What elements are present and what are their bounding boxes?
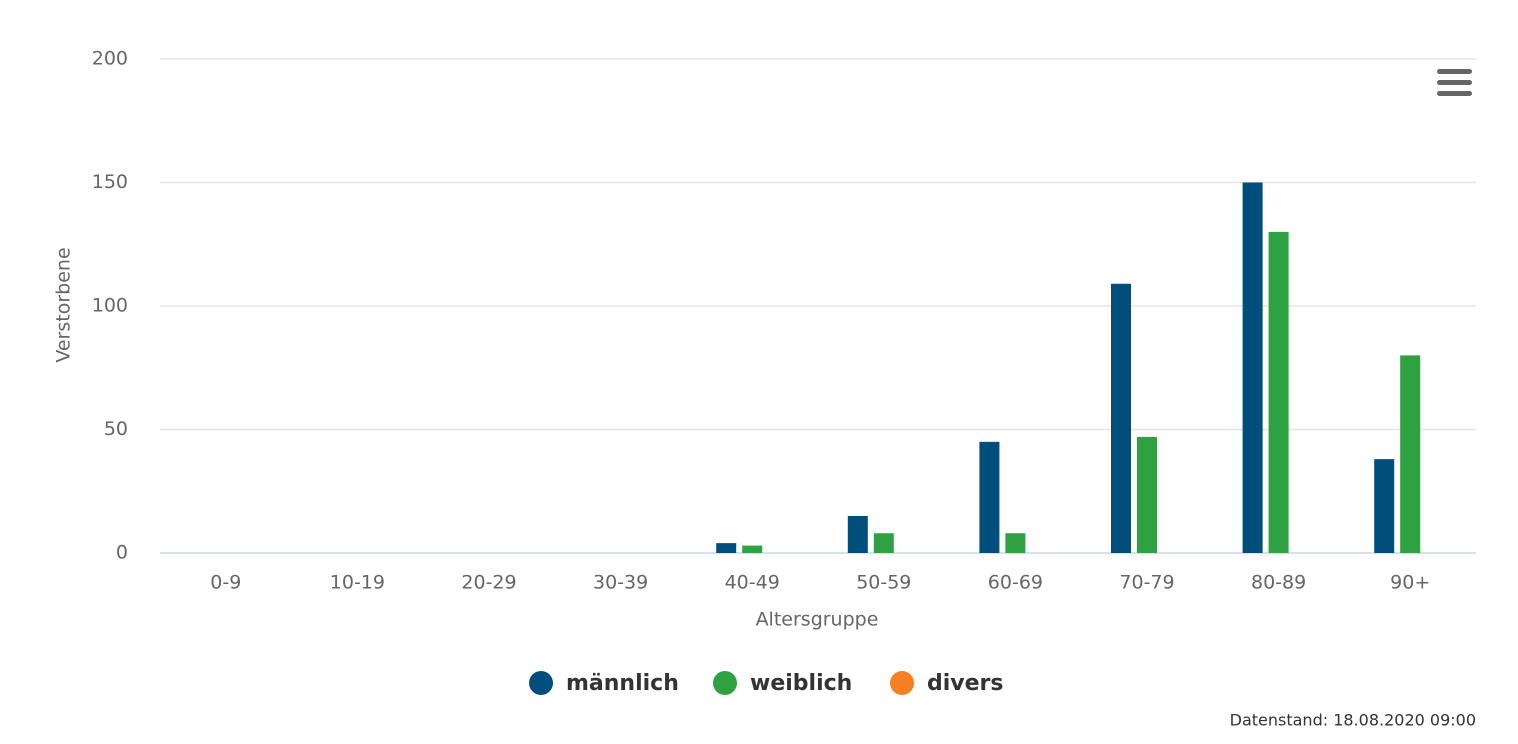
- x-tick-label: 90+: [1390, 572, 1430, 594]
- legend-label: divers: [927, 671, 1004, 696]
- x-tick-label: 80-89: [1251, 572, 1306, 594]
- y-tick-label: 100: [92, 295, 128, 317]
- footnote: Datenstand: 18.08.2020 09:00: [1230, 711, 1476, 730]
- bar: [1242, 182, 1263, 553]
- menu-bar: [1437, 91, 1472, 96]
- y-tick-label: 150: [92, 171, 128, 193]
- legend-marker: [890, 671, 914, 695]
- y-tick-label: 0: [116, 542, 128, 564]
- y-tick-label: 50: [104, 418, 128, 440]
- bar: [1137, 436, 1157, 553]
- legend-marker: [529, 671, 553, 695]
- x-tick-label: 30-39: [593, 572, 648, 594]
- bar: [979, 441, 1000, 553]
- menu-bar: [1437, 69, 1472, 74]
- legend-label: männlich: [566, 671, 679, 696]
- bar: [1400, 355, 1421, 553]
- y-tick-label: 200: [92, 48, 128, 70]
- bar: [716, 543, 737, 553]
- x-tick-label: 70-79: [1119, 572, 1174, 594]
- bar: [1374, 459, 1395, 553]
- x-tick-label: 40-49: [725, 572, 780, 594]
- x-tick-label: 0-9: [210, 572, 241, 594]
- x-tick-label: 50-59: [856, 572, 911, 594]
- bar: [847, 515, 868, 553]
- bar: [1268, 231, 1289, 553]
- x-tick-label: 60-69: [988, 572, 1043, 594]
- bar: [742, 545, 763, 553]
- menu-bar: [1437, 80, 1472, 85]
- y-axis-title: Verstorbene: [53, 247, 75, 362]
- x-tick-label: 10-19: [330, 572, 385, 594]
- legend-marker: [713, 671, 737, 695]
- bar: [1005, 533, 1026, 553]
- legend-label: weiblich: [750, 671, 852, 696]
- bar: [1111, 283, 1131, 553]
- menu-button[interactable]: [1437, 69, 1472, 96]
- x-tick-label: 20-29: [461, 572, 516, 594]
- x-axis-title: Altersgruppe: [756, 609, 879, 631]
- bar: [873, 533, 894, 553]
